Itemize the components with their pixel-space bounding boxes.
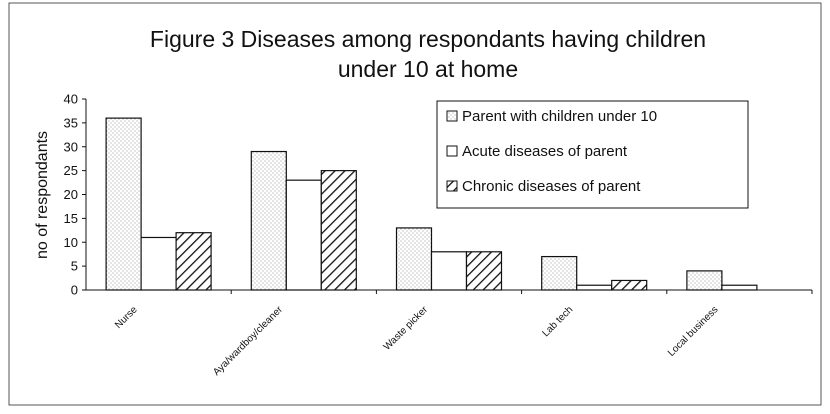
legend-swatch-plain [446,145,458,157]
legend-swatch-hatched [446,180,458,192]
legend-box [436,100,749,209]
bar-plain-4 [721,284,758,291]
bar-plain-3 [576,284,613,291]
bar-plain-1 [285,179,322,291]
y-tick-label: 15 [64,211,78,226]
y-tick-label: 25 [64,163,78,178]
y-tick-label: 35 [64,115,78,130]
bar-hatched-3 [611,279,648,291]
y-axis-label: no of respondants [34,131,51,259]
chart-title-line2: under 10 at home [338,56,518,82]
bar-dotted-4 [686,270,723,291]
bar-dotted-1 [250,150,287,291]
bar-dotted-0 [105,117,142,291]
legend: Parent with children under 10 Acute disea… [436,100,749,209]
bar-hatched-1 [320,170,357,291]
bar-plain-2 [430,251,468,291]
bar-hatched-2 [465,251,503,291]
legend-swatch-dotted [446,110,458,122]
bars [105,117,758,291]
legend-label: Parent with children under 10 [462,108,657,125]
chart-title-line1: Figure 3 Diseases among respondants havi… [150,26,706,52]
bar-hatched-0 [175,232,212,291]
y-tick-label: 10 [64,235,78,250]
legend-label: Acute diseases of parent [462,143,628,160]
legend-label: Chronic diseases of parent [462,178,641,195]
y-tick-label: 40 [64,92,78,107]
y-tick-label: 5 [71,259,78,274]
y-tick-label: 0 [71,283,78,298]
y-tick-label: 20 [64,187,78,202]
bar-dotted-2 [395,227,433,291]
y-tick-label: 30 [64,139,78,154]
bar-plain-0 [140,236,177,291]
bar-dotted-3 [541,255,578,291]
